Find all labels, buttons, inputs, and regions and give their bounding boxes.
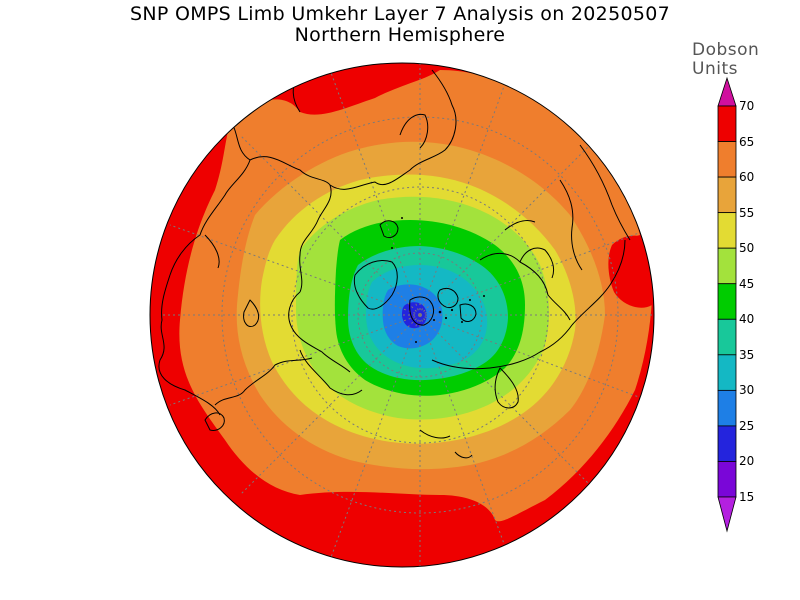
colorbar: [717, 76, 737, 533]
colorbar-tick-label: 40: [739, 312, 755, 327]
colorbar-tick-label: 35: [739, 347, 755, 362]
colorbar-tick-label: 55: [739, 205, 755, 220]
ozone-field: [150, 63, 654, 567]
colorbar-swatch-60: [717, 141, 737, 178]
colorbar-tick-label: 15: [739, 490, 755, 504]
map-boundary: [149, 62, 655, 568]
graticule: [160, 63, 654, 567]
colorbar-swatch-55: [717, 176, 737, 214]
colorbar-units-label: Dobson: [692, 40, 760, 60]
colorbar-swatch-15: [717, 461, 737, 498]
map-subtitle: Northern Hemisphere: [294, 24, 506, 46]
colorbar-tick-label: 65: [739, 134, 755, 149]
colorbar-tick-label: 30: [739, 383, 755, 398]
colorbar-swatch-65: [717, 105, 737, 142]
colorbar-tick-label: 70: [739, 99, 755, 113]
colorbar-swatch-30: [717, 354, 737, 391]
coastlines: [158, 69, 631, 459]
colorbar-swatch-20: [717, 425, 737, 462]
map-title: SNP OMPS Limb Umkehr Layer 7 Analysis on…: [129, 3, 671, 25]
colorbar-tick-label: 45: [739, 276, 755, 291]
colorbar-units-label-2: Units: [692, 59, 738, 79]
arctic-islands: [391, 217, 485, 343]
colorbar-tick-label: 50: [739, 241, 755, 256]
colorbar-tick-label: 20: [739, 454, 755, 469]
colorbar-tick-label: 25: [739, 418, 755, 433]
colorbar-swatch-40: [717, 283, 737, 320]
colorbar-tick-label: 60: [739, 170, 755, 185]
colorbar-swatch-25: [717, 389, 737, 427]
colorbar-bottom-arrow: [717, 496, 737, 533]
colorbar-swatch-35: [717, 318, 737, 356]
colorbar-top-arrow: [717, 76, 737, 107]
colorbar-swatch-45: [717, 247, 737, 285]
colorbar-swatch-50: [717, 212, 737, 249]
